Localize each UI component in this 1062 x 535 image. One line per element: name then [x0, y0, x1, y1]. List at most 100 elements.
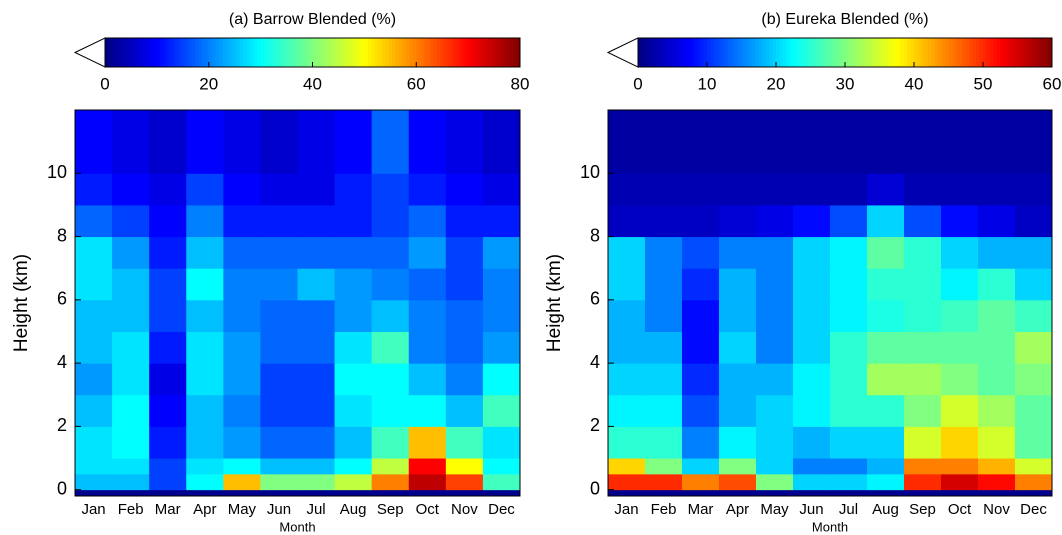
- x-tick-label: Dec: [1020, 501, 1047, 518]
- colorbar-segment: [817, 38, 822, 67]
- heat-cell: [408, 268, 447, 301]
- heat-cell: [186, 268, 224, 301]
- colorbar-segment: [312, 38, 317, 67]
- colorbar-segment: [955, 38, 960, 67]
- heat-cell: [75, 173, 113, 206]
- colorbar-segment: [499, 38, 504, 67]
- heat-cell: [408, 473, 447, 491]
- colorbar-segment: [392, 38, 396, 67]
- heat-cell: [334, 299, 373, 332]
- colorbar-segment: [989, 38, 994, 67]
- x-axis-label: Month: [279, 519, 315, 534]
- colorbar-segment: [163, 38, 168, 67]
- x-tick-label: May: [228, 501, 257, 518]
- heat-cell: [223, 394, 261, 427]
- colorbar-segment: [865, 38, 870, 67]
- heat-cell: [223, 110, 261, 174]
- colorbar-segment: [651, 38, 656, 67]
- colorbar-segment: [665, 38, 670, 67]
- heat-cell: [371, 394, 410, 427]
- colorbar-segment: [322, 38, 327, 67]
- heat-cell: [112, 426, 150, 459]
- colorbar-segment: [122, 38, 127, 67]
- heat-cell: [867, 331, 905, 364]
- heat-cell: [1015, 426, 1053, 459]
- colorbar-segment: [800, 38, 805, 67]
- heat-cell: [223, 473, 261, 491]
- colorbar-segment: [253, 38, 258, 67]
- colorbar-segment: [239, 38, 244, 67]
- heat-cell: [793, 173, 831, 206]
- heat-cell: [867, 394, 905, 427]
- colorbar-segment: [824, 38, 829, 67]
- heat-cell: [645, 268, 683, 301]
- colorbar-segment: [132, 38, 137, 67]
- heat-cell: [445, 331, 484, 364]
- colorbar-segment: [181, 38, 186, 67]
- heat-cell: [260, 110, 298, 174]
- colorbar-segment: [443, 38, 448, 67]
- colorbar-segment: [367, 38, 372, 67]
- heat-cell: [186, 236, 224, 269]
- colorbar-segment: [1007, 38, 1012, 67]
- colorbar-segment: [226, 38, 230, 67]
- colorbar-segment: [156, 38, 161, 67]
- heat-cell: [75, 331, 113, 364]
- colorbar-segment: [762, 38, 767, 67]
- colorbar-segment: [229, 38, 234, 67]
- heat-cell: [297, 363, 336, 396]
- heat-cell: [904, 173, 942, 206]
- heat-cell: [719, 236, 757, 269]
- heat-cell: [408, 458, 447, 475]
- heat-cell: [297, 204, 336, 238]
- colorbar-segment: [641, 38, 646, 67]
- heat-cell: [904, 110, 942, 174]
- colorbar-segment: [1010, 38, 1015, 67]
- heat-cell: [608, 331, 646, 364]
- heat-cell: [75, 394, 113, 427]
- colorbar-segment: [662, 38, 667, 67]
- colorbar-segment: [734, 38, 739, 67]
- colorbar-segment: [976, 38, 981, 67]
- colorbar-tick-label: 20: [767, 74, 786, 93]
- colorbar-segment: [475, 38, 479, 67]
- heat-cell: [334, 110, 373, 174]
- colorbar-segment: [284, 38, 289, 67]
- colorbar-segment: [405, 38, 410, 67]
- heat-cell: [260, 204, 298, 238]
- heat-cell: [445, 394, 484, 427]
- colorbar-segment: [789, 38, 794, 67]
- colorbar-segment: [212, 38, 217, 67]
- heat-cell: [223, 236, 261, 269]
- colorbar-segment: [264, 38, 269, 67]
- heat-cell: [867, 426, 905, 459]
- colorbar-segment: [941, 38, 946, 67]
- heat-cell: [334, 204, 373, 238]
- colorbar-segment: [191, 38, 196, 67]
- colorbar-segment: [149, 38, 154, 67]
- heat-cell: [1015, 331, 1053, 364]
- heat-cell: [941, 299, 979, 332]
- heat-cell: [867, 173, 905, 206]
- colorbar-segment: [160, 38, 165, 67]
- heat-cell: [830, 173, 868, 206]
- heat-cell: [186, 299, 224, 332]
- heat-cell: [112, 110, 150, 174]
- heat-cell: [75, 363, 113, 396]
- colorbar-segment: [638, 38, 642, 67]
- heat-cell: [682, 394, 720, 427]
- colorbar-segment: [115, 38, 120, 67]
- heat-cell: [830, 268, 868, 301]
- heat-cell: [408, 173, 447, 206]
- colorbar-segment: [471, 38, 476, 67]
- heat-cell: [186, 394, 224, 427]
- heat-cell: [186, 426, 224, 459]
- heat-cell: [645, 458, 683, 475]
- colorbar-segment: [146, 38, 151, 67]
- heat-cell: [112, 299, 150, 332]
- heat-cell: [830, 236, 868, 269]
- heat-cell: [223, 173, 261, 206]
- heat-cell: [793, 268, 831, 301]
- colorbar-segment: [841, 38, 846, 67]
